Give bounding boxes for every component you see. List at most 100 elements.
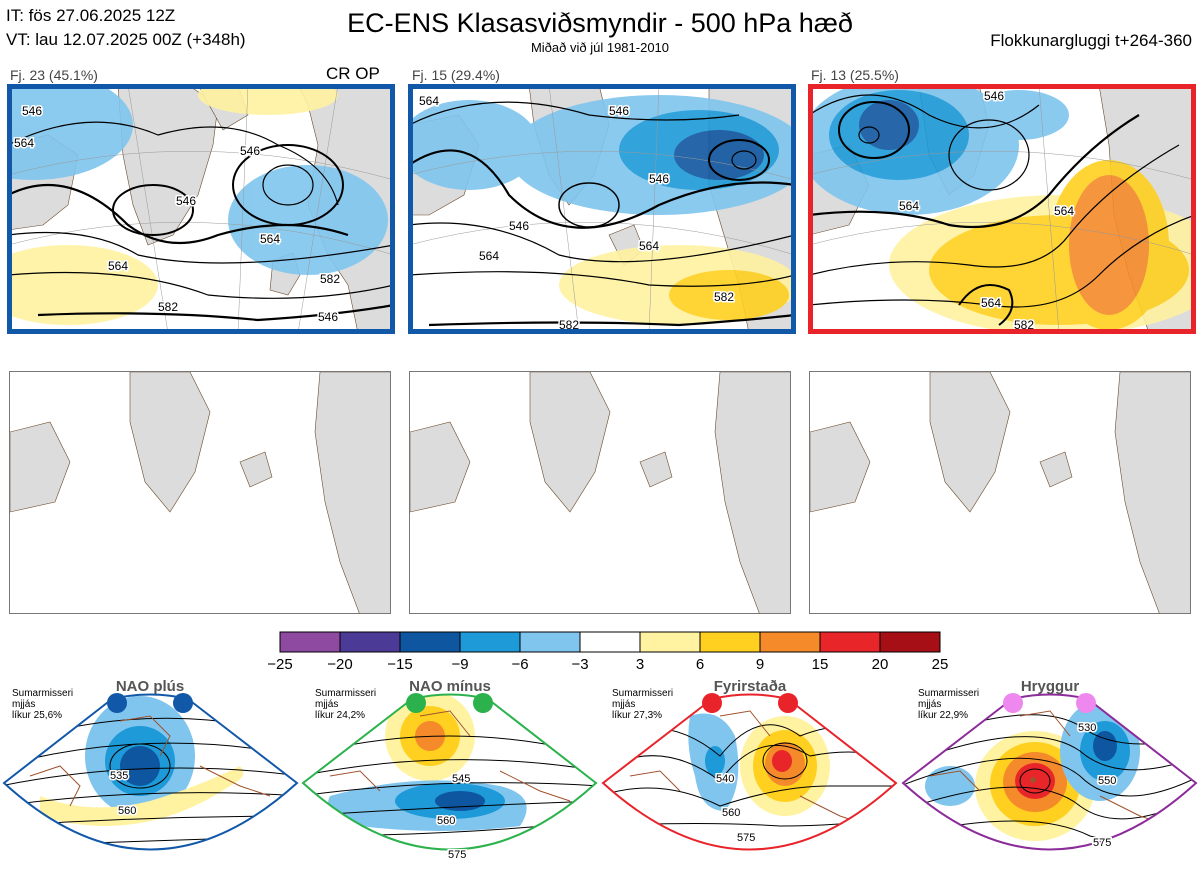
contour-labels: 564 546 546 546 564 564 582 582 <box>418 93 736 334</box>
height-contours <box>409 101 795 327</box>
colorbar-tick-label: −20 <box>327 656 352 673</box>
colorbar-box <box>879 631 941 653</box>
colorbar-tick-label: 6 <box>696 656 704 673</box>
svg-text:560: 560 <box>722 807 740 819</box>
colorbar-tick-label: 9 <box>756 656 764 673</box>
svg-text:546: 546 <box>240 144 260 158</box>
colorbar-box <box>579 631 641 653</box>
svg-text:575: 575 <box>737 832 755 844</box>
svg-text:550: 550 <box>1098 775 1116 787</box>
svg-text:582: 582 <box>158 300 178 314</box>
svg-text:564: 564 <box>14 136 34 150</box>
svg-text:575: 575 <box>448 849 466 861</box>
colorbar-box <box>639 631 701 653</box>
empty-map-1 <box>9 371 391 614</box>
svg-text:Sumarmisseri: Sumarmisseri <box>12 688 73 699</box>
svg-text:564: 564 <box>419 94 439 108</box>
svg-text:NAO mínus: NAO mínus <box>409 678 491 695</box>
svg-text:líkur 22,9%: líkur 22,9% <box>918 710 968 721</box>
svg-text:535: 535 <box>110 770 128 782</box>
svg-text:546: 546 <box>509 219 529 233</box>
height-contours <box>8 121 394 322</box>
graticule <box>409 85 795 333</box>
valid-time: VT: lau 12.07.2025 00Z (+348h) <box>6 30 246 49</box>
svg-text:líkur 24,2%: líkur 24,2% <box>315 710 365 721</box>
svg-text:575: 575 <box>1093 837 1111 849</box>
svg-text:líkur 25,6%: líkur 25,6% <box>12 710 62 721</box>
svg-text:546: 546 <box>176 194 196 208</box>
colorbar-box <box>759 631 821 653</box>
svg-text:Sumarmisseri: Sumarmisseri <box>315 688 376 699</box>
svg-text:540: 540 <box>716 773 734 785</box>
svg-text:564: 564 <box>981 296 1001 310</box>
colorbar-tick-label: 20 <box>872 656 889 673</box>
init-time: IT: fös 27.06.2025 12Z <box>6 6 176 25</box>
svg-text:546: 546 <box>609 104 629 118</box>
colorbar-box <box>519 631 581 653</box>
svg-text:546: 546 <box>318 310 338 324</box>
colorbar: −25 −20 −15 −9 −6 −3 3 6 9 15 20 25 <box>267 631 949 673</box>
svg-text:582: 582 <box>714 290 734 304</box>
svg-text:Sumarmisseri: Sumarmisseri <box>612 688 673 699</box>
svg-text:545: 545 <box>452 773 470 785</box>
cluster-1-op-label: CR OP <box>326 64 380 83</box>
cluster-3-label: Fj. 13 (25.5%) <box>811 67 899 83</box>
svg-text:Hryggur: Hryggur <box>1021 678 1080 695</box>
svg-text:564: 564 <box>899 199 919 213</box>
colorbar-tick-label: 15 <box>812 656 829 673</box>
svg-text:mjjás: mjjás <box>12 699 35 710</box>
colorbar-box <box>459 631 521 653</box>
svg-text:mjjás: mjjás <box>612 699 635 710</box>
cluster-3-map: 546 564 564 564 582 <box>809 85 1195 333</box>
anomaly-shading <box>8 85 388 325</box>
svg-text:582: 582 <box>1014 318 1034 332</box>
regime-blocking: Fyrirstaða Sumarmisseri mjjás líkur 27,3… <box>601 678 898 851</box>
svg-text:530: 530 <box>1078 722 1096 734</box>
svg-text:564: 564 <box>260 232 280 246</box>
cluster-1-map: 546 564 546 546 564 564 582 582 546 <box>8 85 394 333</box>
regime-ridge: Hryggur Sumarmisseri mjjás líkur 22,9% 5… <box>901 678 1198 851</box>
svg-text:564: 564 <box>479 249 499 263</box>
cluster-2-label: Fj. 15 (29.4%) <box>412 67 500 83</box>
svg-text:líkur 27,3%: líkur 27,3% <box>612 710 662 721</box>
empty-map-2 <box>409 371 791 614</box>
svg-text:582: 582 <box>320 272 340 286</box>
svg-text:Sumarmisseri: Sumarmisseri <box>918 688 979 699</box>
contour-labels: 546 564 564 564 582 <box>898 88 1076 334</box>
colorbar-box <box>339 631 401 653</box>
page-subtitle: Miðað við júl 1981-2010 <box>530 40 670 55</box>
svg-text:564: 564 <box>1054 204 1074 218</box>
colorbar-box <box>399 631 461 653</box>
colorbar-tick-label: −25 <box>267 656 292 673</box>
colorbar-tick-label: −3 <box>571 656 588 673</box>
regime-nao-minus: NAO mínus Sumarmisseri mjjás líkur 24,2%… <box>301 678 598 863</box>
colorbar-tick-label: 3 <box>636 656 644 673</box>
svg-text:560: 560 <box>437 815 455 827</box>
svg-text:564: 564 <box>639 239 659 253</box>
colorbar-box <box>699 631 761 653</box>
svg-text:564: 564 <box>108 259 128 273</box>
regime-panels: NAO plús Sumarmisseri mjjás líkur 25,6% … <box>2 678 1198 863</box>
cluster-2-map: 564 546 546 546 564 564 582 582 <box>409 85 795 333</box>
empty-map-3 <box>809 371 1191 614</box>
colorbar-tick-label: −6 <box>511 656 528 673</box>
svg-text:Fyrirstaða: Fyrirstaða <box>714 678 787 695</box>
cluster-1-label: Fj. 23 (45.1%) <box>10 67 98 83</box>
colorbar-box <box>819 631 881 653</box>
svg-text:mjjás: mjjás <box>315 699 338 710</box>
svg-text:NAO plús: NAO plús <box>116 678 184 695</box>
height-contours <box>809 94 1195 326</box>
anomaly-shading <box>809 85 1195 333</box>
colorbar-box <box>279 631 341 653</box>
classification-window: Flokkunargluggi t+264-360 <box>990 31 1192 50</box>
colorbar-tick-label: 25 <box>932 656 949 673</box>
svg-text:546: 546 <box>984 89 1004 103</box>
page-title: EC-ENS Klasasviðsmyndir - 500 hPa hæð <box>347 8 853 38</box>
colorbar-tick-label: −9 <box>451 656 468 673</box>
svg-text:546: 546 <box>649 172 669 186</box>
svg-text:582: 582 <box>559 318 579 332</box>
colorbar-tick-label: −15 <box>387 656 412 673</box>
svg-text:mjjás: mjjás <box>918 699 941 710</box>
regime-nao-plus: NAO plús Sumarmisseri mjjás líkur 25,6% … <box>2 678 299 851</box>
contour-labels: 546 564 546 546 564 564 582 582 546 <box>13 103 342 326</box>
